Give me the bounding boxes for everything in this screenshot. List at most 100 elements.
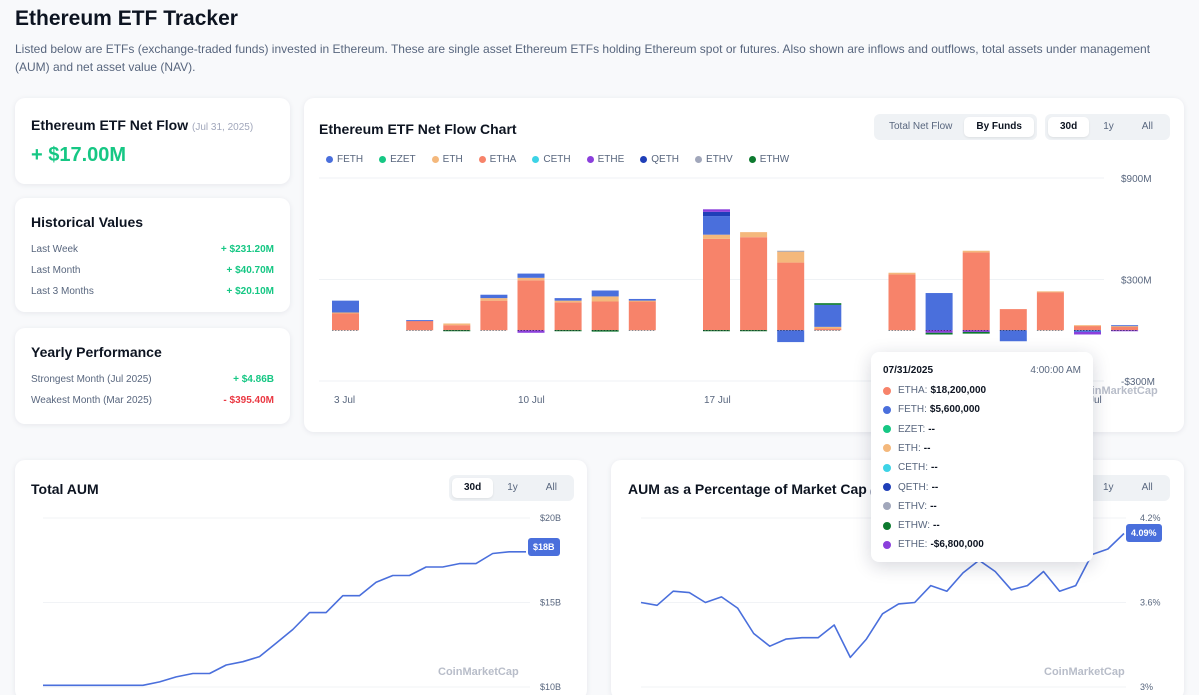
- bar-segment-ethw: [925, 332, 953, 335]
- tooltip-value: --: [931, 481, 939, 493]
- tooltip-label: ETHW:: [898, 520, 931, 532]
- y-tick-label: 4.2%: [1140, 513, 1161, 523]
- legend-dot: [326, 156, 333, 163]
- bar-segment-ethe: [517, 330, 545, 333]
- bar-segment-feth: [925, 293, 953, 331]
- bar-segment-eth: [628, 300, 656, 302]
- tooltip-value: $5,600,000: [929, 404, 980, 416]
- net-flow-value: + $17.00M: [31, 144, 127, 166]
- legend-ethe[interactable]: ETHE: [586, 154, 624, 165]
- bar-segment-etha: [1111, 326, 1139, 331]
- x-tick-label: 17 Jul: [704, 395, 731, 406]
- bar-segment-eth: [517, 277, 545, 281]
- tooltip-value: --: [930, 500, 937, 512]
- x-tick-label: 3 Jul: [334, 395, 355, 406]
- bar-segment-qeth: [703, 211, 730, 217]
- bar-segment-ethe: [703, 209, 730, 212]
- y-tick-label: 3.6%: [1140, 598, 1161, 608]
- bar-segment-ethw: [740, 330, 768, 332]
- yearly-row-value: + $4.86B: [233, 374, 274, 385]
- legend-feth[interactable]: FETH: [326, 154, 363, 165]
- legend-ethv[interactable]: ETHV: [695, 154, 733, 165]
- tooltip-label: FETH:: [898, 404, 927, 416]
- bar-segment-etha: [814, 328, 842, 331]
- bar-segment-ethw: [591, 330, 619, 332]
- series-line: [640, 532, 1125, 659]
- bar-segment-etha: [591, 301, 619, 331]
- y-tick-label: $20B: [540, 513, 561, 523]
- bar-segment-eth: [554, 300, 582, 303]
- yearly-performance-card: Yearly Performance Strongest Month (Jul …: [15, 328, 290, 424]
- bar-segment-etha: [332, 313, 359, 331]
- net-flow-card: Ethereum ETF Net Flow (Jul 31, 2025) + $…: [15, 98, 290, 184]
- aum-percent-chart: 4.2% 3.6% 3% CoinMarketCap: [640, 513, 1161, 692]
- bar-segment-ethw: [554, 330, 582, 332]
- bar-segment-eth: [1111, 326, 1139, 328]
- aum-range-30d-button[interactable]: 30d: [452, 478, 494, 498]
- bar-segment-ethw: [703, 330, 730, 332]
- bar-segment-ethw: [443, 330, 471, 332]
- tooltip-dot: [883, 463, 891, 472]
- tooltip-row: CETH: --: [883, 462, 938, 473]
- aum-current-badge: $18B: [528, 538, 560, 556]
- legend-ceth[interactable]: CETH: [532, 154, 571, 165]
- tooltip-row: EZET: --: [883, 424, 935, 435]
- tooltip-row: ETHA: $18,200,000: [883, 385, 986, 396]
- bar-segment-feth: [554, 298, 582, 301]
- historical-row-value: + $231.20M: [220, 244, 274, 255]
- bar-segment-ethe: [1111, 330, 1139, 332]
- aum-range-all-button[interactable]: All: [545, 482, 557, 493]
- bar-segment-eth: [591, 296, 619, 302]
- bar-segment-etha: [406, 320, 434, 331]
- bar-segment-feth: [814, 304, 842, 327]
- aum-percent-range-all-button[interactable]: All: [1141, 482, 1153, 493]
- bar-segment-etha: [999, 309, 1027, 331]
- tooltip-value: --: [923, 442, 931, 454]
- tooltip-header: 07/31/2025 4:00:00 AM: [883, 365, 1081, 376]
- x-tick-label: Jul: [1089, 395, 1102, 406]
- legend-label: QETH: [651, 154, 680, 165]
- aum-percent-range-1y-button[interactable]: 1y: [1103, 482, 1114, 493]
- range-1y-button[interactable]: 1y: [1103, 121, 1114, 132]
- range-all-button[interactable]: All: [1141, 121, 1153, 132]
- aum-range-toggle: 30d 1y All: [449, 475, 574, 501]
- tooltip-dot: [883, 502, 891, 511]
- net-flow-date: (Jul 31, 2025): [192, 122, 254, 133]
- total-net-flow-toggle[interactable]: Total Net Flow: [889, 121, 953, 132]
- bar-segment-feth: [1111, 325, 1139, 327]
- tooltip-dot: [883, 425, 891, 434]
- chart-tooltip: 07/31/2025 4:00:00 AM ETHA: $18,200,000 FE…: [871, 352, 1093, 562]
- tooltip-label: ETHE:: [898, 539, 928, 551]
- by-funds-toggle[interactable]: By Funds: [964, 117, 1034, 137]
- legend-qeth[interactable]: QETH: [640, 154, 679, 165]
- legend-label: ETHA: [489, 154, 517, 165]
- tooltip-label: CETH:: [898, 462, 928, 474]
- bar-segment-ethe: [962, 330, 990, 332]
- legend-label: CETH: [543, 154, 571, 165]
- net-flow-title-text: Ethereum ETF Net Flow: [31, 117, 189, 133]
- yearly-performance-title: Yearly Performance: [31, 344, 162, 360]
- aum-range-1y-button[interactable]: 1y: [507, 482, 518, 493]
- page-title: Ethereum ETF Tracker: [15, 7, 238, 30]
- bar-segment-ethw: [962, 331, 990, 334]
- net-flow-chart: $900M $300M -$300M 3 Jul 10 Jul 17 Jul JulCoin…: [319, 174, 1158, 406]
- bar-segment-eth: [888, 272, 916, 275]
- net-flow-title: Ethereum ETF Net Flow (Jul 31, 2025): [31, 117, 253, 133]
- legend-label: ETHV: [706, 154, 733, 165]
- legend-ezet[interactable]: EZET: [379, 154, 416, 165]
- bar-segment-feth: [703, 216, 730, 235]
- legend-etha[interactable]: ETHA: [478, 154, 517, 165]
- legend-label: EZET: [390, 154, 416, 165]
- legend-ethw[interactable]: ETHW: [748, 154, 789, 165]
- yearly-row-label: Weakest Month (Mar 2025): [31, 395, 152, 406]
- bar-segment-feth: [1074, 330, 1101, 332]
- y-tick-label: 3%: [1140, 682, 1153, 692]
- historical-row-3months: Last 3 Months + $20.10M: [31, 286, 274, 297]
- tooltip-value: --: [931, 462, 938, 474]
- legend-eth[interactable]: ETH: [431, 154, 463, 165]
- tooltip-value: --: [933, 520, 940, 532]
- chart-legend: FETH EZET ETH ETHA CETH ETHE QETH ETHV ETHW: [326, 154, 805, 165]
- tooltip-value: -$6,800,000: [930, 539, 984, 551]
- range-30d-button[interactable]: 30d: [1048, 117, 1090, 137]
- bar-segment-etha: [517, 280, 545, 331]
